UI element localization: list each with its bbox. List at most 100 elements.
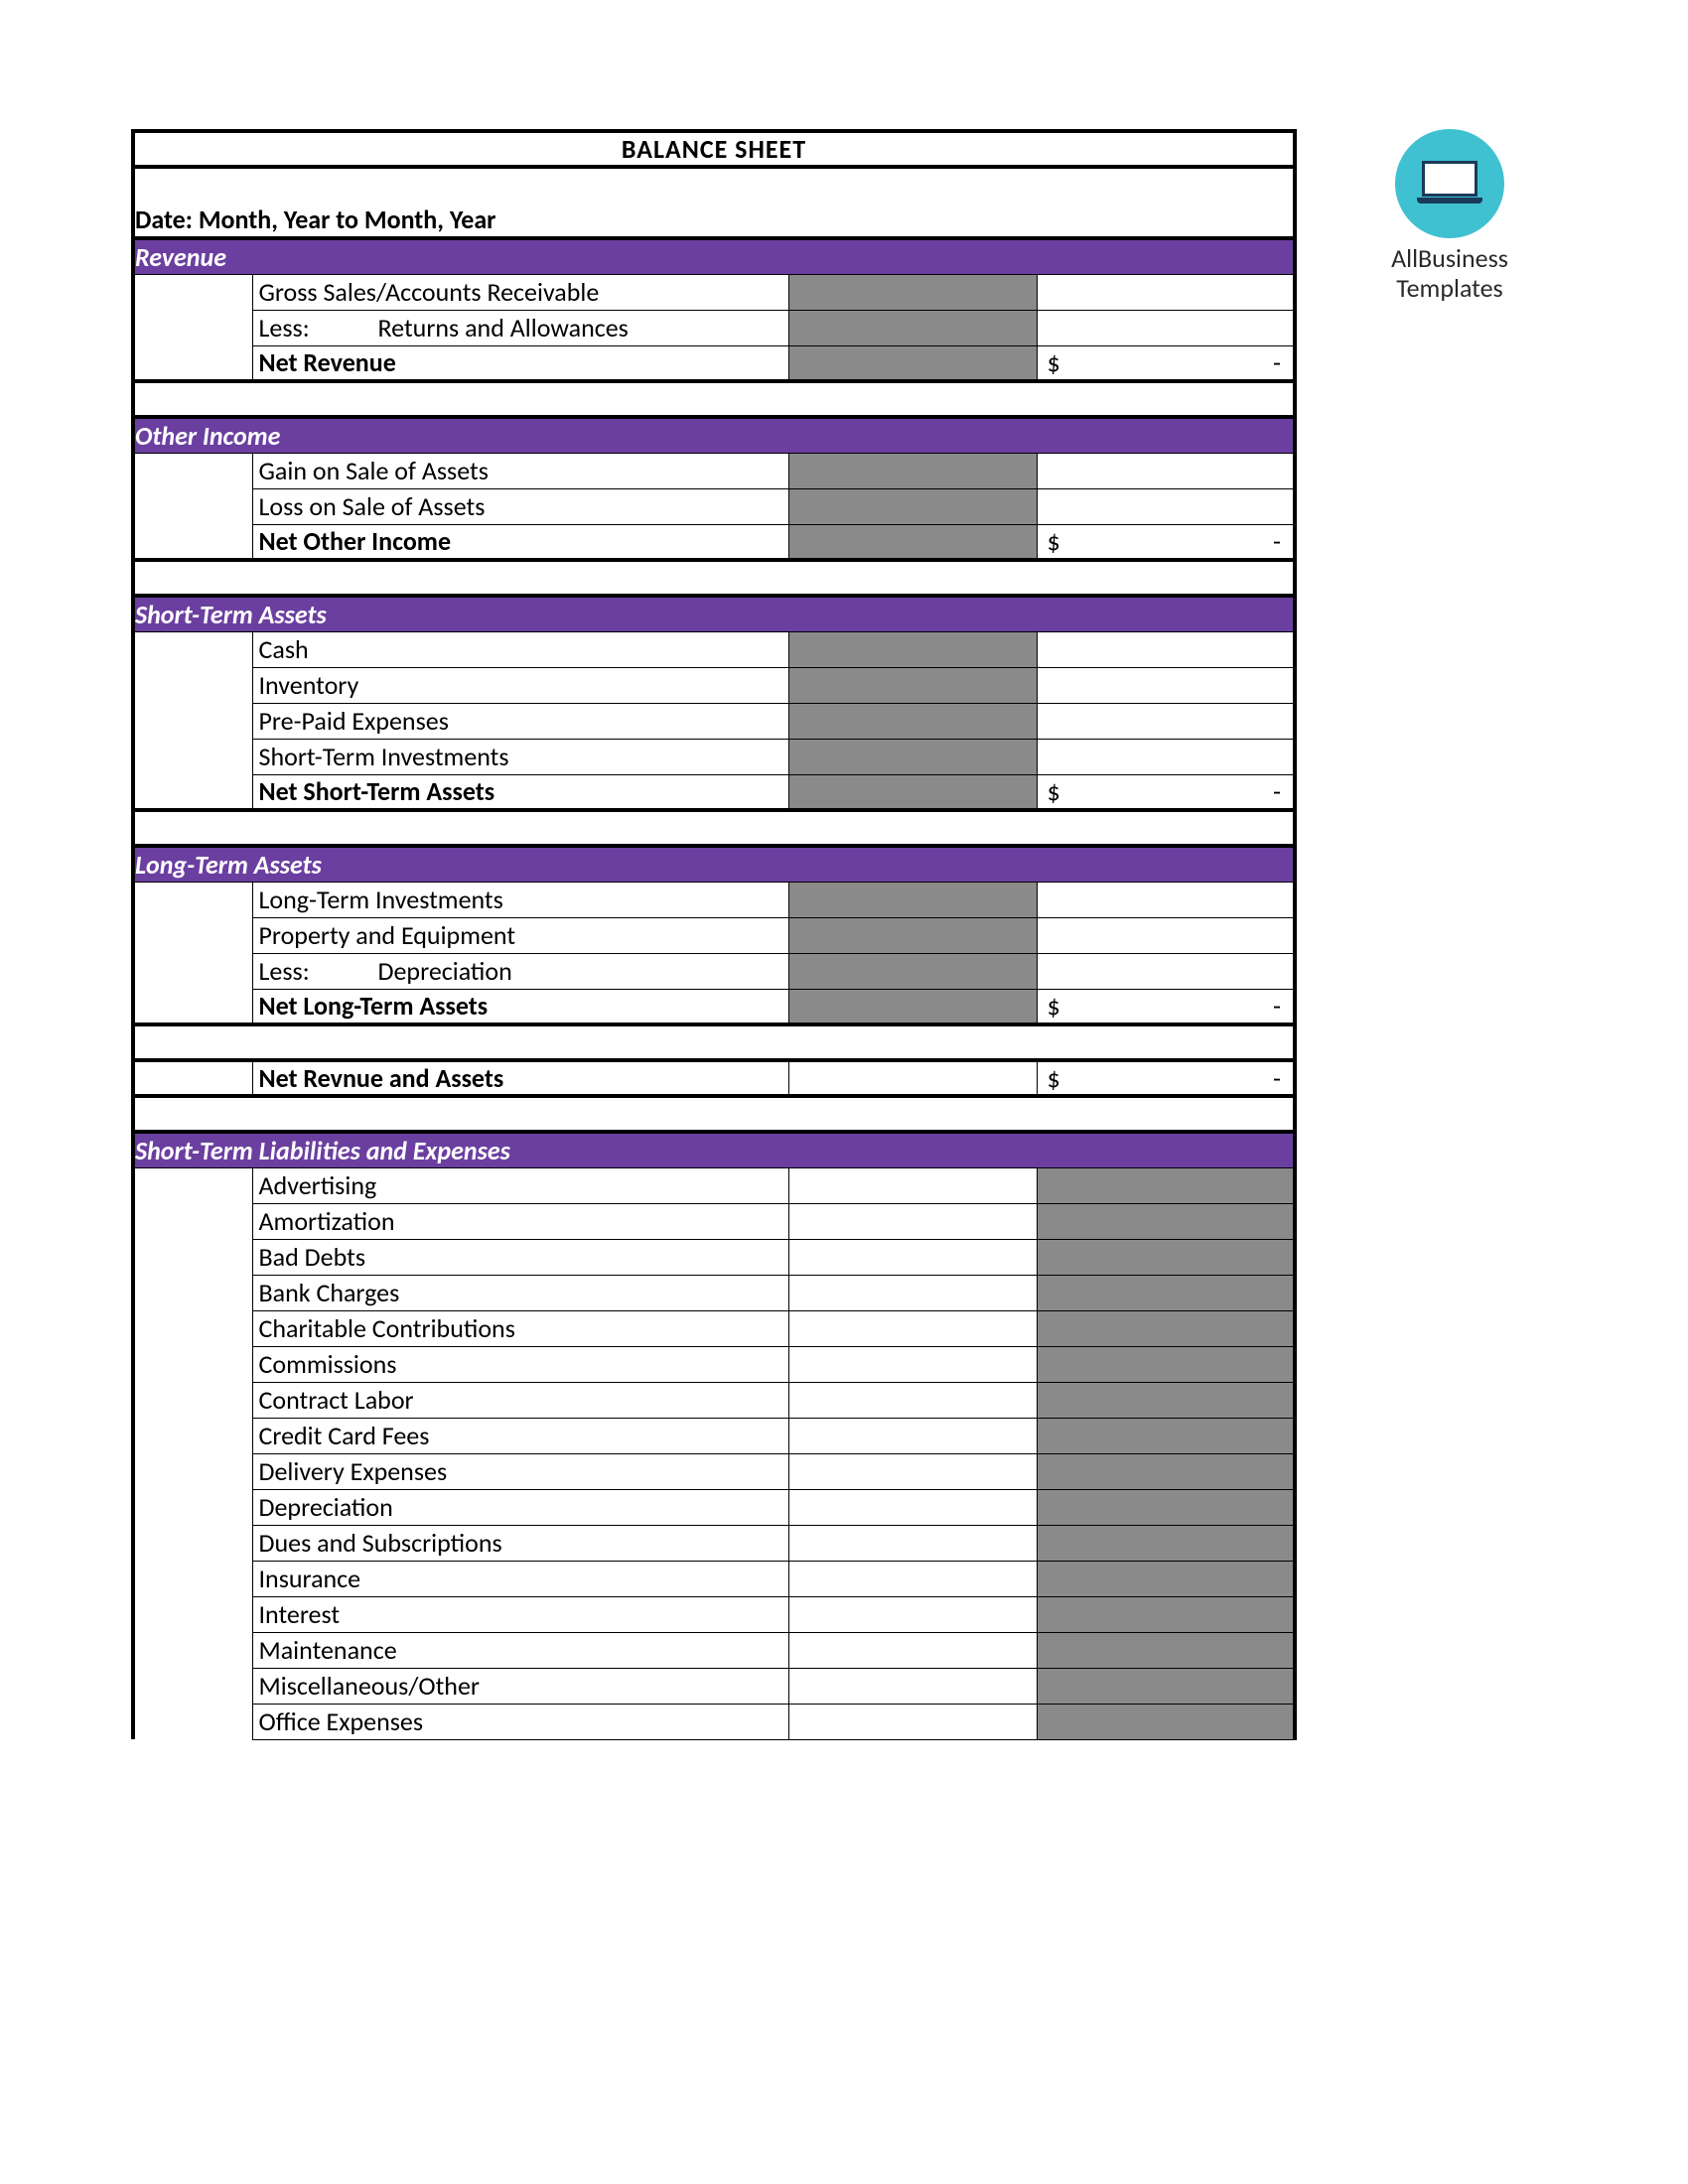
total-label: Net Revenue bbox=[252, 345, 788, 381]
amount-cell[interactable] bbox=[788, 274, 1037, 310]
amount-cell[interactable] bbox=[788, 1203, 1037, 1239]
line-item-label: Loss on Sale of Assets bbox=[252, 488, 788, 524]
table-row: Dues and Subscriptions bbox=[133, 1525, 1295, 1561]
line-item-label: Gross Sales/Accounts Receivable bbox=[252, 274, 788, 310]
total-amount: $- bbox=[1037, 774, 1295, 810]
line-item-label: Cash bbox=[252, 631, 788, 667]
amount-cell[interactable] bbox=[788, 631, 1037, 667]
logo-circle-icon bbox=[1395, 129, 1504, 238]
table-row: Bad Debts bbox=[133, 1239, 1295, 1275]
table-row: Loss on Sale of Assets bbox=[133, 488, 1295, 524]
line-item-label: Insurance bbox=[252, 1561, 788, 1596]
amount-cell[interactable] bbox=[788, 739, 1037, 774]
section-header-other-income: Other Income bbox=[133, 417, 1295, 453]
line-item-label: Depreciation bbox=[252, 1489, 788, 1525]
amount-cell[interactable] bbox=[788, 1239, 1037, 1275]
total-row: Net Other Income $- bbox=[133, 524, 1295, 560]
table-row: Less:Returns and Allowances bbox=[133, 310, 1295, 345]
table-row: Contract Labor bbox=[133, 1382, 1295, 1418]
line-item-label: Maintenance bbox=[252, 1632, 788, 1668]
section-header-st-assets: Short-Term Assets bbox=[133, 596, 1295, 631]
amount-cell[interactable] bbox=[788, 1561, 1037, 1596]
line-item-label: Contract Labor bbox=[252, 1382, 788, 1418]
total-label: Net Long-Term Assets bbox=[252, 989, 788, 1024]
table-row: Property and Equipment bbox=[133, 917, 1295, 953]
line-item-label: Property and Equipment bbox=[252, 917, 788, 953]
section-header-lt-assets: Long-Term Assets bbox=[133, 846, 1295, 882]
amount-cell[interactable] bbox=[788, 488, 1037, 524]
amount-cell[interactable] bbox=[788, 667, 1037, 703]
line-item-label: Delivery Expenses bbox=[252, 1453, 788, 1489]
amount-cell[interactable] bbox=[788, 882, 1037, 917]
total-row: Net Revenue $- bbox=[133, 345, 1295, 381]
logo-text-line2: Templates bbox=[1396, 272, 1502, 304]
laptop-icon bbox=[1417, 161, 1482, 206]
amount-cell[interactable] bbox=[788, 1275, 1037, 1310]
line-item-label: Bank Charges bbox=[252, 1275, 788, 1310]
amount-cell[interactable] bbox=[788, 1346, 1037, 1382]
line-item-label: Long-Term Investments bbox=[252, 882, 788, 917]
brand-logo: AllBusiness Templates bbox=[1340, 129, 1559, 304]
amount-cell[interactable] bbox=[788, 453, 1037, 488]
amount-cell[interactable] bbox=[788, 1525, 1037, 1561]
table-row: Bank Charges bbox=[133, 1275, 1295, 1310]
amount-cell[interactable] bbox=[788, 1668, 1037, 1704]
total-label: Net Other Income bbox=[252, 524, 788, 560]
table-row: Amortization bbox=[133, 1203, 1295, 1239]
table-row: Gross Sales/Accounts Receivable bbox=[133, 274, 1295, 310]
table-row: Less:Depreciation bbox=[133, 953, 1295, 989]
amount-cell[interactable] bbox=[788, 1167, 1037, 1203]
amount-cell[interactable] bbox=[788, 1418, 1037, 1453]
total-label: Net Short-Term Assets bbox=[252, 774, 788, 810]
table-row: Depreciation bbox=[133, 1489, 1295, 1525]
line-item-label: Less:Returns and Allowances bbox=[252, 310, 788, 345]
line-item-label: Advertising bbox=[252, 1167, 788, 1203]
date-range: Date: Month, Year to Month, Year bbox=[133, 203, 1295, 238]
line-item-label: Inventory bbox=[252, 667, 788, 703]
amount-cell[interactable] bbox=[788, 1382, 1037, 1418]
table-row: Pre-Paid Expenses bbox=[133, 703, 1295, 739]
amount-cell[interactable] bbox=[788, 1632, 1037, 1668]
page-title: BALANCE SHEET bbox=[133, 131, 1295, 167]
table-row: Office Expenses bbox=[133, 1704, 1295, 1739]
total-amount: $- bbox=[1037, 1060, 1295, 1096]
line-item-label: Charitable Contributions bbox=[252, 1310, 788, 1346]
table-row: Charitable Contributions bbox=[133, 1310, 1295, 1346]
amount-cell[interactable] bbox=[788, 1453, 1037, 1489]
line-item-label: Commissions bbox=[252, 1346, 788, 1382]
table-row: Interest bbox=[133, 1596, 1295, 1632]
table-row: Gain on Sale of Assets bbox=[133, 453, 1295, 488]
line-item-label: Miscellaneous/Other bbox=[252, 1668, 788, 1704]
line-item-label: Bad Debts bbox=[252, 1239, 788, 1275]
total-amount: $- bbox=[1037, 345, 1295, 381]
balance-sheet-table: BALANCE SHEET Date: Month, Year to Month… bbox=[131, 129, 1293, 1740]
amount-cell[interactable] bbox=[788, 310, 1037, 345]
table-row: Inventory bbox=[133, 667, 1295, 703]
table-row: Long-Term Investments bbox=[133, 882, 1295, 917]
total-label: Net Revnue and Assets bbox=[252, 1060, 788, 1096]
table-row: Advertising bbox=[133, 1167, 1295, 1203]
amount-cell[interactable] bbox=[788, 1489, 1037, 1525]
amount-cell[interactable] bbox=[788, 1596, 1037, 1632]
line-item-label: Interest bbox=[252, 1596, 788, 1632]
line-item-label: Dues and Subscriptions bbox=[252, 1525, 788, 1561]
total-row: Net Long-Term Assets $- bbox=[133, 989, 1295, 1024]
line-item-label: Amortization bbox=[252, 1203, 788, 1239]
section-header-st-liabilities: Short-Term Liabilities and Expenses bbox=[133, 1132, 1295, 1167]
line-item-label: Credit Card Fees bbox=[252, 1418, 788, 1453]
section-header-revenue: Revenue bbox=[133, 238, 1295, 274]
line-item-label: Less:Depreciation bbox=[252, 953, 788, 989]
table-row: Insurance bbox=[133, 1561, 1295, 1596]
amount-cell[interactable] bbox=[788, 953, 1037, 989]
total-row: Net Short-Term Assets $- bbox=[133, 774, 1295, 810]
amount-cell[interactable] bbox=[788, 703, 1037, 739]
amount-cell[interactable] bbox=[788, 1310, 1037, 1346]
amount-cell[interactable] bbox=[788, 1704, 1037, 1739]
amount-cell[interactable] bbox=[788, 917, 1037, 953]
line-item-label: Office Expenses bbox=[252, 1704, 788, 1739]
line-item-label: Pre-Paid Expenses bbox=[252, 703, 788, 739]
table-row: Cash bbox=[133, 631, 1295, 667]
grand-total-row: Net Revnue and Assets $- bbox=[133, 1060, 1295, 1096]
total-amount: $- bbox=[1037, 989, 1295, 1024]
table-row: Commissions bbox=[133, 1346, 1295, 1382]
